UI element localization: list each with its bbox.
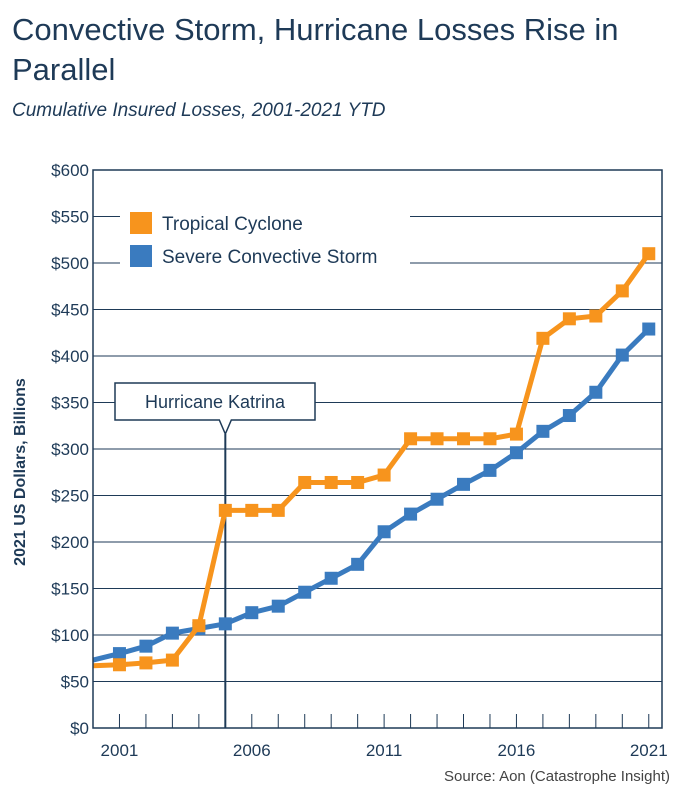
data-point — [351, 475, 365, 489]
y-tick-label: $450 — [51, 301, 89, 320]
x-tick-label: 2006 — [233, 741, 271, 760]
data-point — [536, 424, 550, 438]
y-tick-label: $600 — [51, 161, 89, 180]
data-series — [92, 247, 656, 672]
data-point — [271, 599, 285, 613]
data-point — [457, 477, 471, 491]
chart-title: Convective Storm, Hurricane Losses Rise … — [12, 12, 619, 87]
data-point — [245, 606, 259, 620]
data-point — [324, 475, 338, 489]
y-tick-label: $400 — [51, 347, 89, 366]
data-point — [615, 284, 629, 298]
y-axis-ticks: $0 $50 $100 $150 $200 $250 $300 $350 $400 $450 $50… — [51, 161, 89, 738]
source-note: Source: Aon (Catastrophe Insight) — [444, 768, 670, 785]
data-point — [139, 656, 153, 670]
data-point — [139, 639, 153, 653]
series-line — [92, 252, 651, 669]
hurricane-katrina-annotation: Hurricane Katrina — [114, 382, 316, 728]
data-point — [165, 653, 179, 667]
y-tick-label: $0 — [70, 719, 89, 738]
x-tick-label: 2021 — [630, 741, 668, 760]
data-point — [536, 331, 550, 345]
data-point — [457, 432, 471, 446]
data-point — [298, 585, 312, 599]
data-point — [509, 427, 523, 441]
data-point — [218, 617, 232, 631]
chart-subtitle: Cumulative Insured Losses, 2001-2021 YTD — [12, 100, 386, 121]
data-point — [483, 463, 497, 477]
legend-swatch — [130, 212, 152, 234]
x-tick-label: 2016 — [498, 741, 536, 760]
y-tick-label: $350 — [51, 394, 89, 413]
data-point — [404, 432, 418, 446]
data-point — [642, 322, 656, 336]
data-point — [404, 507, 418, 521]
data-point — [483, 432, 497, 446]
series-severe-convective-storm — [92, 322, 656, 663]
data-point — [430, 492, 444, 506]
data-point — [112, 658, 126, 672]
data-point — [509, 446, 523, 460]
data-point — [351, 557, 365, 571]
data-point — [324, 571, 338, 585]
data-point — [245, 503, 259, 517]
data-point — [615, 348, 629, 362]
data-point — [271, 503, 285, 517]
y-tick-label: $500 — [51, 254, 89, 273]
data-point — [642, 247, 656, 261]
data-point — [218, 503, 232, 517]
y-tick-label: $50 — [61, 673, 89, 692]
legend-swatch — [130, 245, 152, 267]
data-point — [562, 312, 576, 326]
y-tick-label: $200 — [51, 533, 89, 552]
data-point — [562, 409, 576, 423]
x-tick-label: 2001 — [101, 741, 139, 760]
y-axis-label: 2021 US Dollars, Billions — [12, 378, 29, 566]
data-point — [165, 626, 179, 640]
data-point — [298, 475, 312, 489]
y-tick-label: $550 — [51, 208, 89, 227]
y-tick-label: $150 — [51, 580, 89, 599]
y-tick-label: $100 — [51, 626, 89, 645]
data-point — [112, 647, 126, 661]
data-point — [377, 468, 391, 482]
legend-background — [120, 206, 410, 276]
plot-frame — [92, 169, 663, 729]
grid-lines — [93, 216, 662, 682]
annotation-label: Hurricane Katrina — [145, 392, 286, 412]
series-tropical-cyclone — [92, 247, 656, 672]
chart-legend: Tropical Cyclone Severe Convective Storm — [120, 206, 410, 276]
data-point — [430, 432, 444, 446]
y-tick-label: $300 — [51, 440, 89, 459]
x-axis-ticks: 2001 2006 2011 2016 2021 — [101, 714, 668, 760]
y-tick-label: $250 — [51, 487, 89, 506]
plot-border — [92, 169, 663, 729]
data-point — [589, 385, 603, 399]
annotation-callout-box — [114, 382, 316, 436]
data-point — [377, 525, 391, 539]
series-line — [92, 327, 651, 663]
x-tick-label: 2011 — [366, 741, 403, 760]
data-point — [192, 619, 206, 633]
legend-label: Severe Convective Storm — [162, 247, 377, 268]
data-point — [589, 309, 603, 323]
legend-label: Tropical Cyclone — [162, 214, 303, 235]
